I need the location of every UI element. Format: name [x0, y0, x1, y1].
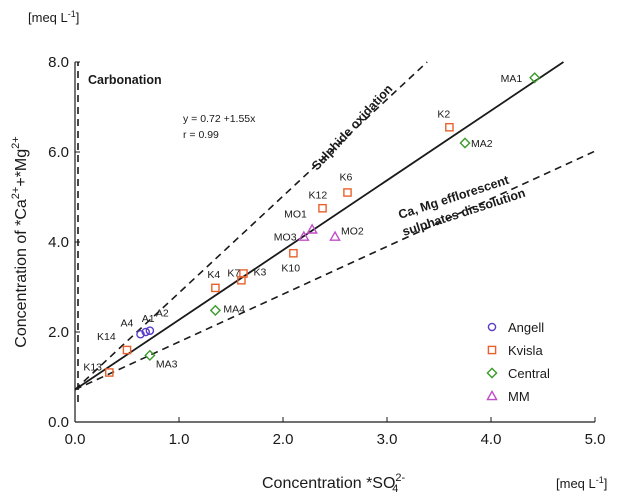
- y-axis-title: Concentration of *Ca2++*Mg2+: [10, 136, 30, 347]
- data-point: [306, 223, 318, 234]
- x-tick-label: 0.0: [65, 431, 86, 448]
- legend-label: MM: [508, 389, 530, 404]
- x-unit: [meq L-1]: [556, 475, 607, 491]
- point-label: K4: [207, 269, 220, 281]
- x-tick-label: 3.0: [377, 431, 398, 448]
- y-tick-label: 2.0: [48, 324, 69, 341]
- point-label: MO2: [341, 226, 364, 238]
- point-label: K6: [339, 172, 352, 184]
- legend: Angell Kvisla Central MM: [486, 320, 550, 404]
- y-tick-label: 4.0: [48, 234, 69, 251]
- point-label: K13: [83, 362, 102, 374]
- point-label: MA3: [156, 358, 178, 370]
- point-label: MA2: [471, 138, 493, 150]
- data-point: [239, 269, 248, 278]
- data-point: [209, 304, 221, 316]
- data-point: [105, 368, 114, 377]
- x-tick-label: 2.0: [273, 431, 294, 448]
- y-tick-label: 0.0: [48, 414, 69, 431]
- legend-label: Kvisla: [508, 343, 543, 358]
- data-point: [141, 327, 151, 337]
- legend-marker: [487, 322, 497, 332]
- data-point: [459, 137, 471, 149]
- point-label: A1: [142, 313, 155, 325]
- point-label: A2: [156, 308, 169, 320]
- point-label: MA1: [501, 73, 523, 85]
- x-tick-label: 1.0: [169, 431, 190, 448]
- point-label: MO1: [284, 208, 307, 220]
- legend-marker: [487, 345, 497, 355]
- data-point: [145, 326, 155, 335]
- x-tick-label: 5.0: [585, 431, 606, 448]
- y-unit: [meq L-1]: [28, 9, 79, 25]
- reference-lines: [74, 61, 596, 402]
- data-point: [298, 230, 310, 241]
- sulphide-oxidation-label: Sulphide oxidation: [309, 82, 395, 173]
- data-point: [529, 72, 541, 84]
- data-points: [105, 72, 541, 377]
- point-label: K10: [281, 262, 300, 274]
- regression-r: r = 0.99: [183, 129, 219, 141]
- point-label: K12: [309, 189, 328, 201]
- legend-marker: [486, 367, 498, 379]
- point-label: K7: [227, 267, 240, 279]
- point-label: K3: [253, 267, 266, 279]
- data-point: [343, 188, 352, 197]
- legend-marker: [486, 389, 498, 401]
- regression-line: [74, 61, 564, 391]
- x-ticks: 0.0 1.0 2.0 3.0 4.0 5.0: [65, 417, 606, 448]
- regression-equation: y = 0.72 +1.55x: [183, 113, 256, 125]
- data-point: [136, 329, 145, 339]
- x-axis-title: Concentration *SO2-4: [262, 472, 406, 495]
- y-tick-label: 6.0: [48, 144, 69, 161]
- legend-label: Angell: [508, 320, 544, 335]
- point-label: MA4: [223, 303, 245, 315]
- data-point: [318, 203, 327, 213]
- data-point: [144, 349, 156, 361]
- data-point: [289, 248, 298, 258]
- point-label: MO3: [274, 232, 297, 244]
- point-label: A4: [121, 317, 134, 329]
- data-point: [211, 283, 220, 293]
- data-point: [445, 122, 454, 132]
- y-tick-label: 8.0: [48, 54, 69, 71]
- point-label: K2: [437, 108, 450, 120]
- point-label: K14: [97, 331, 116, 343]
- data-point: [329, 230, 341, 241]
- y-ticks: 0.0 2.0 4.0 6.0 8.0: [48, 54, 80, 431]
- x-tick-label: 4.0: [481, 431, 502, 448]
- sulphide-oxidation-line: [74, 61, 428, 391]
- carbonation-label: Carbonation: [88, 73, 162, 87]
- data-point: [122, 345, 132, 355]
- legend-label: Central: [508, 366, 550, 381]
- point-labels: A4 A1 A2 K13 K14 K4 K7 K3 K10 K12 K6 K2 MA3 MA4 MA2 MA1…: [83, 73, 522, 374]
